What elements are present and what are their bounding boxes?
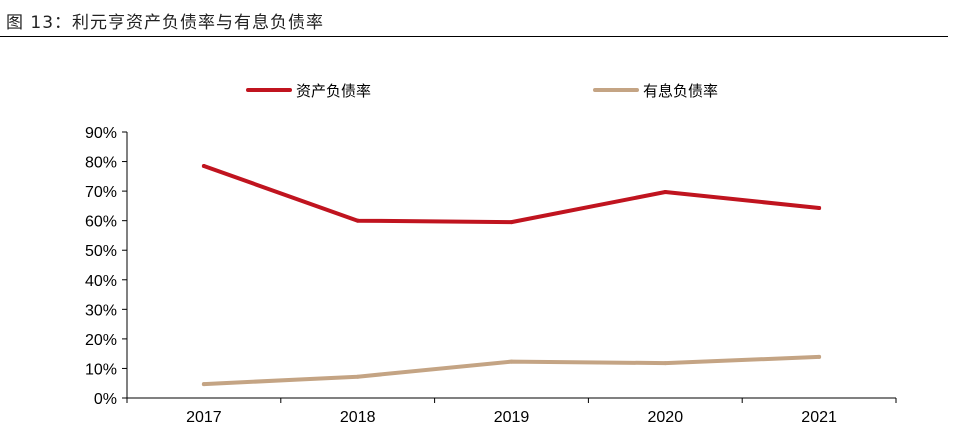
x-tick-label: 2020 xyxy=(648,409,684,426)
data-point xyxy=(201,163,206,168)
x-tick-label: 2021 xyxy=(801,409,837,426)
y-tick-label: 90% xyxy=(85,125,117,142)
figure-title: 图 13：利元亨资产负债率与有息负债率 xyxy=(6,13,325,33)
y-tick-label: 60% xyxy=(85,214,117,231)
x-tick-label: 2017 xyxy=(186,409,222,426)
data-point xyxy=(509,359,514,364)
y-tick-label: 80% xyxy=(85,155,117,172)
data-point xyxy=(817,205,822,210)
y-tick-label: 40% xyxy=(85,273,117,290)
data-point xyxy=(663,361,668,366)
x-tick-label: 2018 xyxy=(340,409,376,426)
data-point xyxy=(201,382,206,387)
title-divider xyxy=(0,36,948,37)
y-tick-label: 10% xyxy=(85,361,117,378)
x-tick-label: 2019 xyxy=(494,409,530,426)
data-point xyxy=(355,374,360,379)
y-tick-label: 30% xyxy=(85,302,117,319)
y-tick-label: 50% xyxy=(85,243,117,260)
y-tick-label: 20% xyxy=(85,332,117,349)
data-point xyxy=(817,354,822,359)
data-point xyxy=(663,189,668,194)
legend-label-1: 资产负债率 xyxy=(296,82,371,100)
y-tick-label: 0% xyxy=(94,391,117,408)
series-line-1 xyxy=(201,164,822,225)
data-point xyxy=(509,220,514,225)
legend-label-2: 有息负债率 xyxy=(643,82,718,100)
data-point xyxy=(355,218,360,223)
y-tick-label: 70% xyxy=(85,184,117,201)
